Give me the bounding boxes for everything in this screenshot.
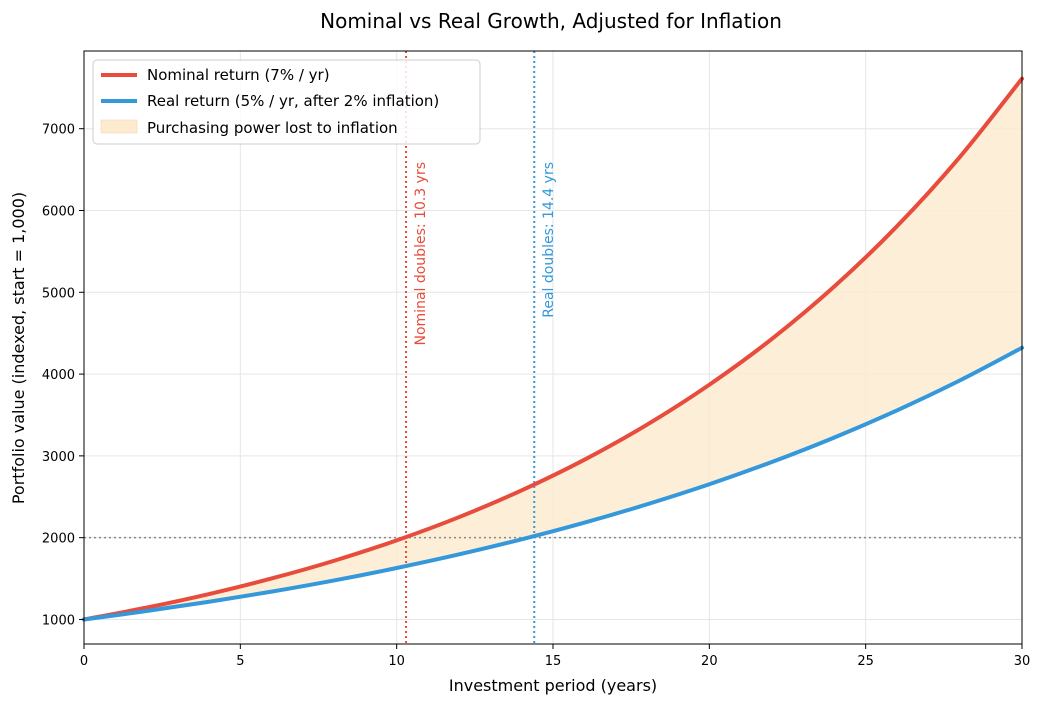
series-line-nominal xyxy=(82,76,1024,622)
x-tick-label: 15 xyxy=(545,654,562,669)
y-tick-label: 1000 xyxy=(42,613,75,628)
x-tick-label: 30 xyxy=(1014,654,1031,669)
doubling-annotation: Real doubles: 14.4 yrs xyxy=(541,162,557,318)
fill-area xyxy=(84,78,1022,620)
x-tick-label: 0 xyxy=(80,654,88,669)
x-tick-label: 10 xyxy=(388,654,405,669)
legend-label-nominal: Nominal return (7% / yr) xyxy=(147,66,330,84)
series-lines xyxy=(82,76,1024,622)
x-axis-label: Investment period (years) xyxy=(449,676,657,695)
legend-box xyxy=(92,59,481,145)
chart-title: Nominal vs Real Growth, Adjusted for Inf… xyxy=(320,9,782,33)
reference-lines: Nominal doubles: 10.3 yrs Real doubles: 1… xyxy=(84,51,1022,644)
x-tick-label: 5 xyxy=(236,654,244,669)
y-axis-label: Portfolio value (indexed, start = 1,000) xyxy=(9,192,28,504)
axis-ticks: 0 5 10 15 20 25 30 1000 2000 3000 4000 5000 6000 7000 xyxy=(42,123,1030,669)
y-tick-label: 5000 xyxy=(42,286,75,301)
legend-swatch-fill xyxy=(100,119,138,134)
y-tick-label: 6000 xyxy=(42,204,75,219)
y-tick-label: 3000 xyxy=(42,450,75,465)
y-tick-label: 4000 xyxy=(42,368,75,383)
legend-label-fill: Purchasing power lost to inflation xyxy=(147,119,398,137)
doubling-annotation: Nominal doubles: 10.3 yrs xyxy=(413,162,429,346)
series-line-real xyxy=(82,345,1024,622)
x-tick-label: 20 xyxy=(701,654,718,669)
y-tick-label: 2000 xyxy=(42,532,75,547)
x-tick-label: 25 xyxy=(857,654,874,669)
legend-label-real: Real return (5% / yr, after 2% inflation… xyxy=(147,92,439,110)
y-tick-label: 7000 xyxy=(42,123,75,138)
legend: Nominal return (7% / yr) Real return (5%… xyxy=(92,59,481,145)
fill-between-area xyxy=(84,78,1022,620)
